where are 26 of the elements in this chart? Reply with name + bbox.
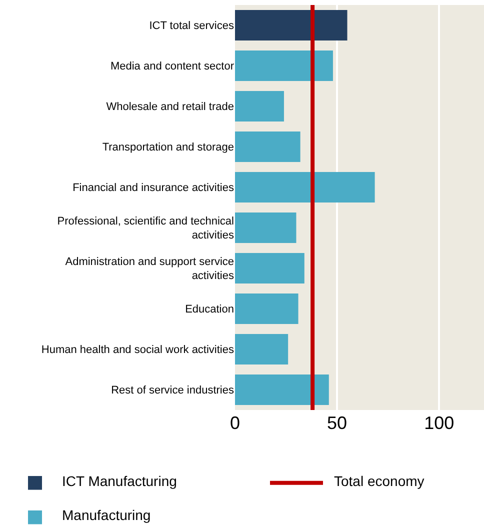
legend-label: ICT Manufacturing <box>62 473 177 489</box>
bar <box>235 172 375 202</box>
bar <box>235 374 329 405</box>
y-tick-label: Transportation and storage <box>102 142 234 154</box>
y-tick-label: Professional, scientific and technical activities <box>57 215 234 242</box>
bar <box>235 294 298 324</box>
y-tick-label: Wholesale and retail trade <box>106 101 234 114</box>
legend-label: Total economy <box>334 473 424 489</box>
legend-label: Manufacturing <box>62 507 151 523</box>
y-tick-label: Human health and social work activities <box>41 344 234 356</box>
bar <box>235 10 348 40</box>
x-tick-label: 100 <box>424 413 454 433</box>
y-tick-label: ICT total services <box>149 20 234 32</box>
y-tick-label: Administration and support service activities <box>65 256 234 282</box>
bar <box>235 212 296 243</box>
y-tick-label: Rest of service industries <box>111 384 234 397</box>
bar <box>235 253 304 284</box>
bar <box>235 334 288 364</box>
bar <box>235 132 300 162</box>
x-tick-label: 0 <box>230 413 240 433</box>
y-tick-label: Media and content sector <box>110 60 234 73</box>
bar <box>235 50 333 81</box>
y-tick-label: Financial and insurance activities <box>72 182 234 194</box>
x-tick-label: 50 <box>327 413 348 433</box>
bar <box>235 91 284 122</box>
y-tick-label: Education <box>185 304 234 316</box>
